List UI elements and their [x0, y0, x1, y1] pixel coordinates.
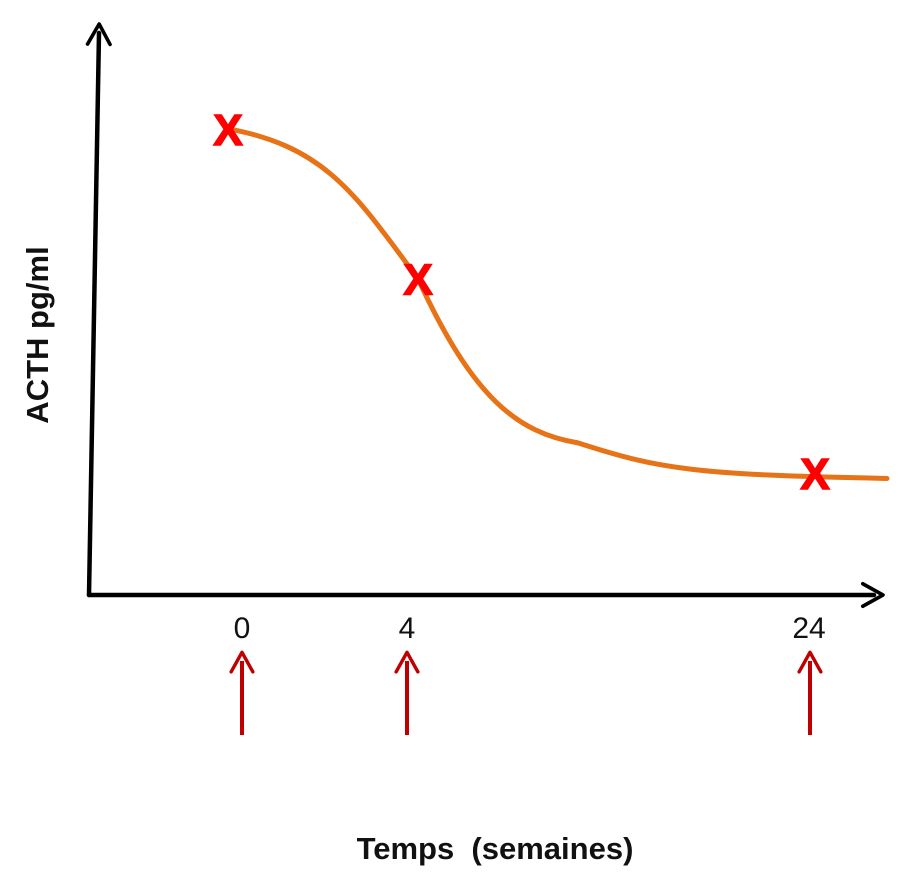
x-tick-label-24: 24 [792, 612, 825, 645]
y-axis [85, 22, 112, 598]
series-line [225, 126, 890, 481]
data-marker-24: X [800, 450, 829, 499]
x-axis-title: Temps (semaines) [357, 831, 634, 866]
sampling-arrows [229, 650, 823, 735]
x-tick-label-4: 4 [399, 612, 416, 645]
data-marker-0: X [213, 106, 242, 155]
data-markers: X X X [213, 105, 831, 500]
data-marker-4: X [403, 256, 432, 305]
y-axis-title: ACTH pg/ml [20, 246, 55, 423]
x-tick-label-0: 0 [234, 612, 251, 645]
